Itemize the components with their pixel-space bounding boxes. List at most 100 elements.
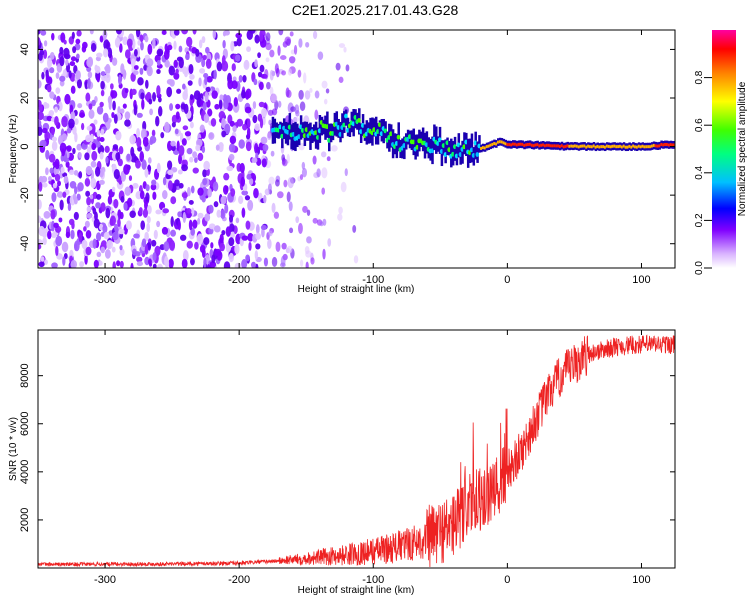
- ridge-peak: [587, 144, 590, 148]
- spectral-noise-point: [294, 104, 300, 115]
- spectral-noise-point: [259, 32, 264, 42]
- spectral-noise-point: [147, 43, 153, 55]
- ridge-peak: [598, 145, 601, 149]
- spectral-noise-point: [140, 41, 144, 51]
- ridge-peak: [617, 145, 620, 149]
- spectral-noise-point: [78, 152, 82, 159]
- ridge-peak: [637, 144, 641, 148]
- ridge-band: [363, 124, 367, 141]
- ridge-peak: [585, 145, 588, 149]
- spectral-noise-point: [309, 87, 313, 93]
- spectral-noise-point: [128, 175, 133, 181]
- ridge-peak: [498, 140, 502, 144]
- spectral-noise-point: [59, 142, 67, 154]
- ridge-peak: [496, 140, 500, 144]
- spectral-noise-point: [149, 135, 157, 144]
- spectral-noise-point: [42, 182, 48, 188]
- spectral-noise-point: [227, 79, 234, 90]
- spectral-noise-point: [343, 46, 347, 53]
- spectral-noise-point: [182, 83, 186, 90]
- spectral-noise-point: [43, 49, 48, 60]
- spectral-noise-point: [45, 149, 50, 160]
- ridge-peak: [527, 143, 530, 147]
- spectral-noise-point: [199, 124, 205, 133]
- ridge-peak: [562, 145, 566, 149]
- spectral-noise-point: [197, 187, 204, 196]
- spectral-noise-point: [287, 68, 293, 76]
- spectral-noise-point: [210, 117, 217, 127]
- spectral-noise-point: [212, 181, 219, 192]
- snr-x-tick-label: 0: [504, 574, 510, 586]
- spectral-noise-point: [68, 70, 72, 79]
- spectrogram-y-tick-label: -20: [19, 187, 31, 203]
- spectral-noise-point: [66, 127, 72, 134]
- spectral-noise-point: [248, 30, 256, 34]
- spectral-noise-point: [278, 30, 284, 36]
- spectral-noise-point: [117, 74, 122, 86]
- spectral-noise-point: [93, 259, 99, 268]
- colorbar-ticks: 0.0 0.2 0.4 0.6 0.8: [694, 70, 712, 275]
- spectral-noise-point: [177, 211, 183, 218]
- spectral-noise-point: [263, 194, 267, 204]
- spectral-noise-point: [110, 83, 114, 90]
- spectral-noise-point: [274, 63, 279, 74]
- spectral-noise-point: [168, 239, 176, 251]
- spectral-noise-point: [178, 57, 184, 69]
- spectral-noise-point: [100, 128, 105, 136]
- ridge-peak: [525, 143, 528, 147]
- spectral-noise-point: [290, 49, 295, 55]
- spectral-noise-point: [55, 72, 60, 79]
- spectral-noise-point: [302, 205, 308, 213]
- ridge-peak: [619, 144, 622, 148]
- spectral-noise-point: [258, 101, 265, 108]
- spectral-noise-point: [232, 76, 237, 82]
- spectral-noise-point: [87, 56, 94, 66]
- snr-frame: [37, 329, 676, 569]
- spectral-noise-point: [173, 72, 180, 80]
- spectral-noise-point: [122, 103, 127, 109]
- spectral-noise-point: [38, 30, 41, 35]
- spectral-noise-point: [325, 88, 330, 94]
- spectral-noise-point: [268, 176, 275, 185]
- spectral-noise-point: [83, 226, 87, 232]
- spectral-noise-point: [38, 126, 43, 136]
- spectral-noise-point: [146, 58, 154, 67]
- spectral-noise-point: [178, 45, 183, 53]
- spectral-noise-point: [235, 217, 240, 224]
- spectral-noise-point: [204, 76, 208, 86]
- spectral-noise-point: [85, 246, 92, 256]
- spectral-noise-point: [96, 52, 103, 58]
- spectral-noise-point: [75, 38, 81, 45]
- spectral-noise-point: [38, 79, 42, 89]
- spectral-noise-point: [170, 229, 177, 237]
- spectral-noise-point: [234, 244, 240, 255]
- spectral-noise-point: [301, 167, 307, 178]
- spectral-noise-point: [173, 30, 180, 36]
- ridge-peak: [549, 144, 553, 148]
- ridge-band: [395, 133, 399, 159]
- ridge-peak: [573, 144, 577, 148]
- spectral-noise-point: [135, 159, 141, 169]
- spectral-noise-point: [264, 188, 271, 196]
- spectral-noise-point: [131, 88, 137, 96]
- spectral-noise-point: [261, 107, 268, 117]
- spectral-noise-point: [198, 77, 202, 87]
- spectral-noise-point: [113, 198, 119, 209]
- spectral-noise-point: [287, 177, 294, 189]
- spectral-noise-point: [226, 165, 234, 172]
- spectral-noise-point: [338, 76, 344, 83]
- ridge-band: [450, 138, 453, 168]
- spectral-noise-point: [203, 160, 211, 171]
- spectral-noise-point: [306, 236, 312, 244]
- spectral-noise-point: [337, 213, 343, 221]
- ridge-peak: [643, 145, 646, 149]
- ridge-peak: [521, 142, 524, 146]
- ridge-peak: [570, 144, 573, 148]
- ridge-peak: [634, 145, 637, 149]
- spectral-noise-point: [192, 30, 197, 35]
- spectral-noise-point: [202, 54, 207, 61]
- spectral-noise-point: [275, 241, 281, 252]
- spectral-noise-point: [216, 61, 223, 72]
- spectral-noise-point: [211, 254, 216, 264]
- spectral-noise-point: [190, 257, 195, 266]
